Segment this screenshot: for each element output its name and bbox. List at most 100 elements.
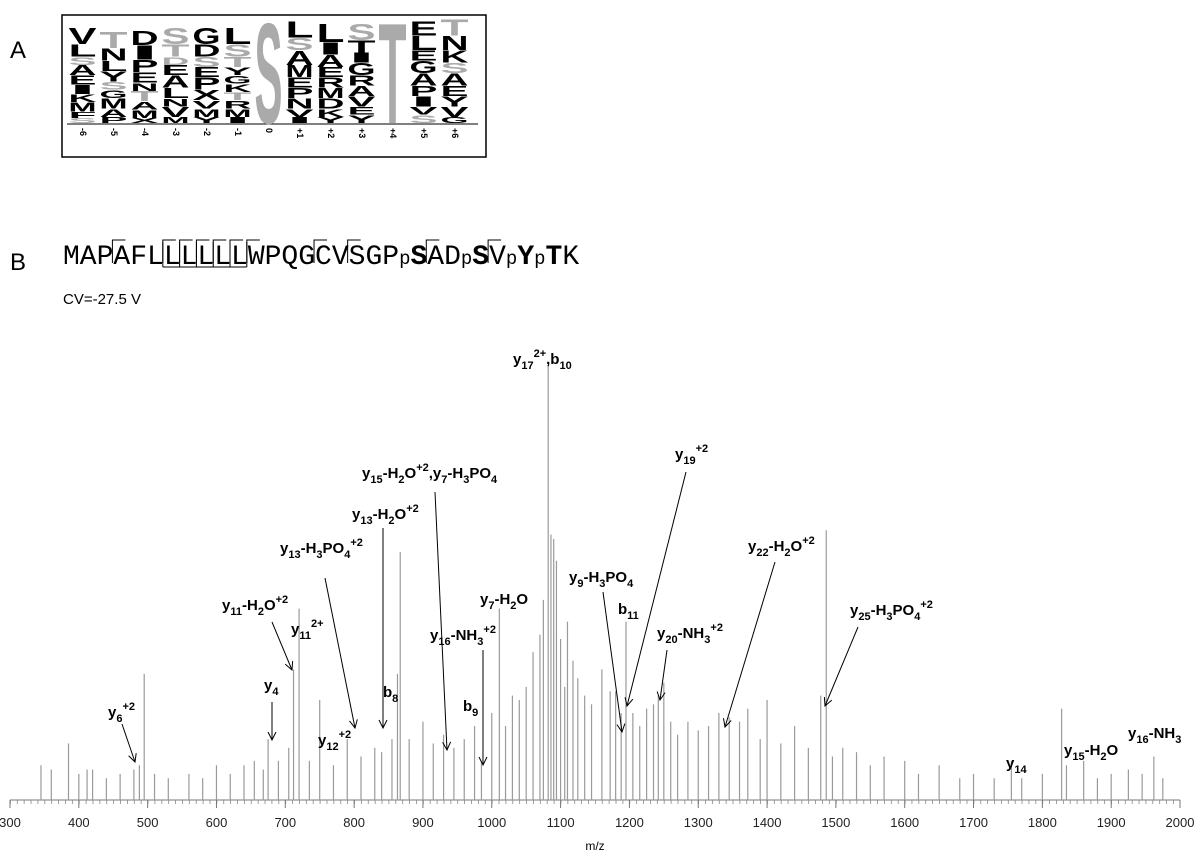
- sequence-segment: p: [506, 248, 517, 270]
- annotation-part: 15: [370, 474, 382, 486]
- sequence-segment: S: [472, 242, 489, 273]
- annotation-part: 20: [665, 634, 677, 646]
- annotation-part: 8: [392, 693, 398, 705]
- annotation-part: 3: [463, 474, 469, 486]
- logo-letter: E: [69, 73, 97, 88]
- sequence-segment: p: [534, 248, 545, 270]
- logo-position-label: -4: [140, 128, 150, 136]
- logo-letter: M: [193, 107, 221, 120]
- annotation-part: 2: [784, 547, 790, 559]
- logo-letter: G: [348, 59, 376, 78]
- x-tick-label: 600: [206, 815, 228, 830]
- annotation-part: -H: [769, 538, 785, 555]
- peak-annotation: y7-H2O: [480, 591, 528, 612]
- logo-letter: M: [286, 62, 314, 81]
- peak-annotation: b9: [463, 698, 478, 719]
- logo-letter: E: [410, 19, 438, 41]
- logo-letter: P: [286, 85, 314, 101]
- logo-letter: G: [193, 24, 221, 50]
- logo-position-label: +2: [326, 128, 336, 138]
- annotation-arrow: [825, 626, 859, 706]
- annotation-part: 3: [1175, 734, 1181, 746]
- logo-letter: A: [317, 51, 345, 70]
- logo-letter: S: [348, 20, 376, 46]
- logo-letter: A: [100, 107, 129, 120]
- logo-letter: M: [131, 108, 159, 121]
- logo-letter: S: [69, 55, 97, 68]
- logo-letter: R: [224, 99, 253, 112]
- annotation-part: 2: [1100, 751, 1106, 763]
- logo-letter: G: [410, 57, 438, 76]
- annotation-part: 7: [441, 474, 447, 486]
- logo-letter: I: [410, 93, 438, 109]
- annotation-part: ,y: [429, 465, 442, 482]
- annotation-part: 3: [316, 549, 322, 561]
- annotation-part: +2: [276, 594, 289, 606]
- logo-letter: Y: [317, 116, 345, 126]
- logo-position-label: -5: [109, 128, 119, 136]
- logo-letter: V: [410, 105, 438, 118]
- logo-position-label: +3: [357, 128, 367, 138]
- x-tick-label: 800: [343, 815, 365, 830]
- logo-letter: L: [69, 41, 97, 60]
- logo-letter: S: [162, 24, 190, 50]
- annotation-part: -H: [494, 591, 510, 608]
- fragment-bracket: [313, 239, 328, 263]
- annotation-part: ,b: [546, 351, 559, 368]
- logo-letter: Y: [224, 65, 252, 78]
- x-tick-label: 400: [68, 815, 90, 830]
- x-tick-label: 900: [412, 815, 434, 830]
- annotation-part: y: [352, 506, 361, 523]
- logo-letter: S: [255, 0, 283, 154]
- logo-letter: E: [410, 47, 438, 63]
- x-tick-label: 1400: [753, 815, 782, 830]
- annotation-part: +2: [339, 729, 352, 741]
- sequence-segment: MAPAFLLLLLLWPQGCVSGP: [63, 242, 399, 273]
- annotation-part: b: [383, 684, 392, 701]
- logo-letter: A: [131, 100, 160, 113]
- annotation-part: -NH: [678, 625, 705, 642]
- logo-letter: V: [162, 104, 191, 120]
- annotation-part: y: [264, 677, 273, 694]
- annotation-part: +2: [350, 537, 363, 549]
- logo-letter: S: [100, 80, 128, 93]
- annotation-part: 9: [472, 707, 478, 719]
- annotation-part: 4: [914, 611, 921, 623]
- annotation-part: -H: [383, 465, 399, 482]
- logo-letter: S: [69, 117, 97, 125]
- annotation-part: O: [395, 506, 407, 523]
- peak-annotation: b11: [618, 601, 639, 622]
- annotation-part: y: [657, 625, 666, 642]
- logo-letter: D: [131, 28, 159, 50]
- annotation-part: -H: [242, 597, 258, 614]
- logo-position-label: +4: [388, 128, 398, 138]
- logo-letter: L: [224, 24, 252, 50]
- annotation-part: y: [480, 591, 489, 608]
- annotation-part: PO: [605, 569, 627, 586]
- logo-letter: M: [162, 116, 190, 126]
- logo-letter: X: [131, 117, 159, 125]
- logo-letter: Y: [100, 68, 129, 84]
- peak-annotation: y16-NH3: [1128, 725, 1181, 746]
- sequence-segment: AD: [427, 242, 461, 273]
- annotation-part: -NH: [1149, 725, 1176, 742]
- annotation-part: 2: [398, 474, 404, 486]
- annotation-arrow: [434, 491, 447, 750]
- logo-letter: P: [100, 116, 128, 126]
- annotation-part: PO: [469, 465, 491, 482]
- logo-letter: I: [69, 82, 97, 97]
- annotation-part: y: [675, 446, 684, 463]
- peak-annotation: y13-H2O+2: [352, 503, 419, 527]
- peak-annotation: y16-NH3+2: [430, 624, 496, 648]
- annotation-part: y: [430, 627, 439, 644]
- logo-letter: T: [441, 15, 469, 41]
- logo-letter: K: [317, 107, 346, 120]
- peak-annotation: y19+2: [675, 443, 708, 467]
- logo-letter: E: [348, 105, 376, 118]
- logo-letter: K: [69, 92, 98, 105]
- annotation-part: y: [108, 704, 117, 721]
- logo-letter: E: [286, 74, 314, 90]
- logo-position-label: +5: [419, 128, 429, 138]
